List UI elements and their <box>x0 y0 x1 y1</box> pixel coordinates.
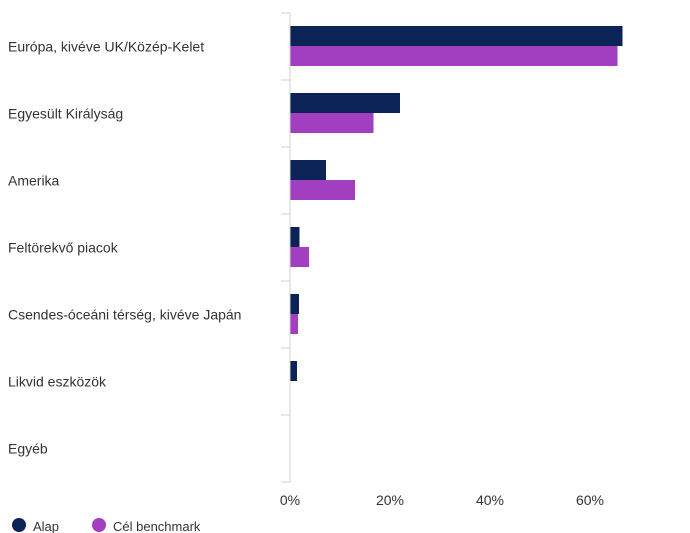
category-label: Csendes-óceáni térség, kivéve Japán <box>8 307 241 323</box>
legend-label-alap: Alap <box>33 519 59 533</box>
bar-benchmark <box>290 113 374 133</box>
axis <box>281 12 291 483</box>
bar-benchmark <box>290 46 618 66</box>
category-label: Likvid eszközök <box>8 374 107 390</box>
bar-alap <box>290 26 623 46</box>
category-label: Európa, kivéve UK/Közép-Kelet <box>8 39 204 55</box>
bar-alap <box>290 294 299 314</box>
x-tick-label: 20% <box>376 492 404 508</box>
legend: Alap Cél benchmark <box>12 518 201 533</box>
category-label: Egyesült Királyság <box>8 106 123 122</box>
legend-marker-alap <box>12 518 26 532</box>
category-labels: Európa, kivéve UK/Közép-Kelet Egyesült Ki… <box>8 39 241 457</box>
x-tick-label: 40% <box>476 492 504 508</box>
x-tick-label: 60% <box>576 492 604 508</box>
x-tick-labels: 0% 20% 40% 60% <box>280 492 604 508</box>
bar-alap <box>290 227 300 247</box>
legend-marker-benchmark <box>92 518 106 532</box>
bar-alap <box>290 361 297 381</box>
bar-alap <box>290 93 400 113</box>
category-label: Feltörekvő piacok <box>8 240 119 256</box>
bar-benchmark <box>290 180 355 200</box>
category-label: Amerika <box>8 173 60 189</box>
bar-benchmark <box>290 247 309 267</box>
bar-alap <box>290 160 326 180</box>
legend-label-benchmark: Cél benchmark <box>113 519 201 533</box>
category-label: Egyéb <box>8 441 48 457</box>
bar-benchmark <box>290 314 298 334</box>
x-tick-label: 0% <box>280 492 300 508</box>
bars <box>290 26 623 381</box>
